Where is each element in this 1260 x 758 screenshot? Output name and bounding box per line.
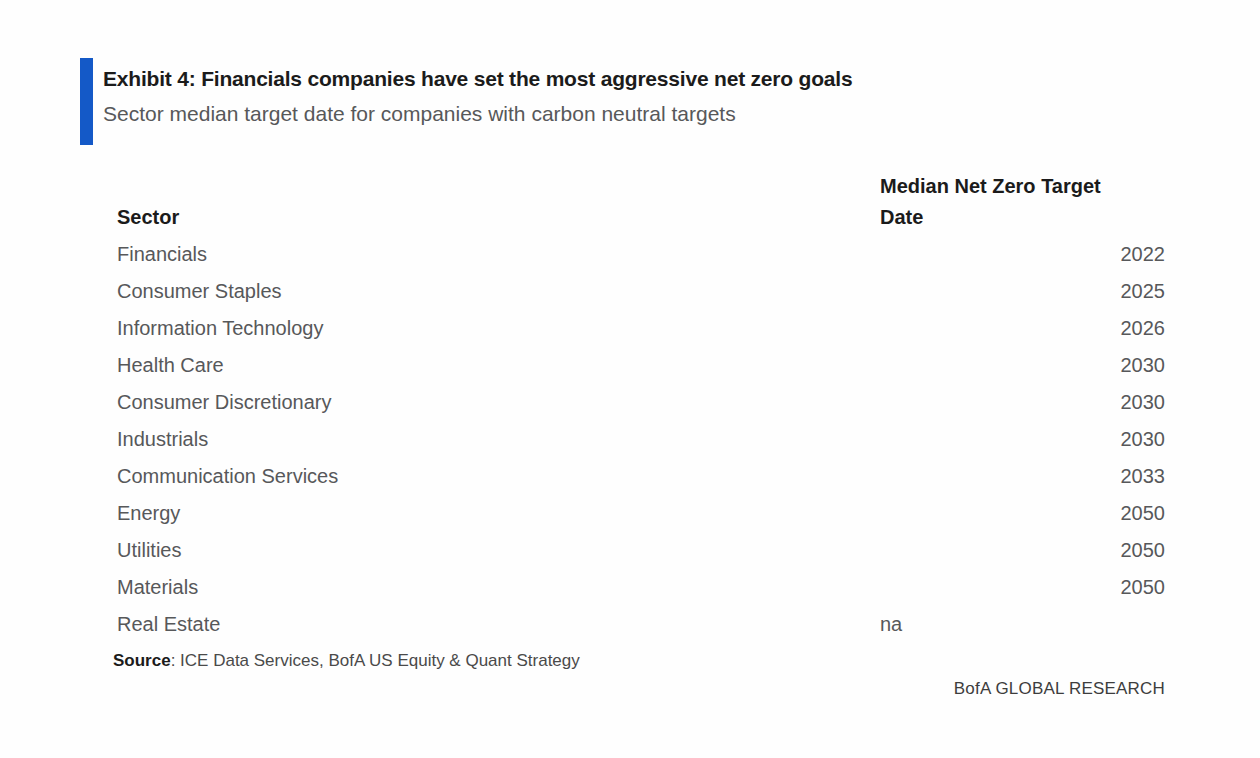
sector-cell: Financials (117, 243, 880, 266)
exhibit-accent-bar (80, 58, 93, 145)
value-cell: 2030 (880, 354, 1165, 377)
table-row: Information Technology 2026 (117, 310, 1165, 347)
table-row: Materials 2050 (117, 569, 1165, 606)
table-row: Financials 2022 (117, 236, 1165, 273)
table-row: Consumer Staples 2025 (117, 273, 1165, 310)
value-cell: 2050 (880, 502, 1165, 525)
sector-cell: Energy (117, 502, 880, 525)
sector-cell: Information Technology (117, 317, 880, 340)
source-label: Source (113, 651, 171, 670)
sector-cell: Materials (117, 576, 880, 599)
table-row: Energy 2050 (117, 495, 1165, 532)
target-date-header-label: Median Net Zero Target Date (880, 171, 1142, 233)
value-cell: 2050 (880, 576, 1165, 599)
exhibit-header: Exhibit 4: Financials companies have set… (103, 60, 1083, 130)
bofa-global-research-branding: BofA GLOBAL RESEARCH (954, 679, 1165, 699)
exhibit-subtitle: Sector median target date for companies … (103, 97, 1083, 130)
column-header-target-date: Median Net Zero Target Date (880, 171, 1165, 233)
table-row: Industrials 2030 (117, 421, 1165, 458)
sector-cell: Industrials (117, 428, 880, 451)
value-cell: 2030 (880, 391, 1165, 414)
sector-cell: Consumer Discretionary (117, 391, 880, 414)
sector-header-label: Sector (117, 206, 179, 228)
value-cell: 2026 (880, 317, 1165, 340)
exhibit-page: Exhibit 4: Financials companies have set… (0, 0, 1260, 758)
value-cell: 2022 (880, 243, 1165, 266)
table-header-row: Sector Median Net Zero Target Date (117, 166, 1165, 236)
value-cell: na (880, 613, 1165, 636)
source-text: : ICE Data Services, BofA US Equity & Qu… (171, 651, 580, 670)
table-row: Communication Services 2033 (117, 458, 1165, 495)
table-row: Utilities 2050 (117, 532, 1165, 569)
sector-cell: Health Care (117, 354, 880, 377)
value-cell: 2033 (880, 465, 1165, 488)
sector-cell: Consumer Staples (117, 280, 880, 303)
table-row: Health Care 2030 (117, 347, 1165, 384)
table-row: Consumer Discretionary 2030 (117, 384, 1165, 421)
value-cell: 2050 (880, 539, 1165, 562)
sector-cell: Real Estate (117, 613, 880, 636)
column-header-sector: Sector (117, 202, 880, 233)
source-line: Source: ICE Data Services, BofA US Equit… (113, 651, 580, 671)
table-row: Real Estate na (117, 606, 1165, 643)
exhibit-title: Exhibit 4: Financials companies have set… (103, 60, 1083, 97)
sector-cell: Utilities (117, 539, 880, 562)
value-cell: 2030 (880, 428, 1165, 451)
target-date-table: Sector Median Net Zero Target Date Finan… (117, 166, 1165, 643)
sector-cell: Communication Services (117, 465, 880, 488)
value-cell: 2025 (880, 280, 1165, 303)
